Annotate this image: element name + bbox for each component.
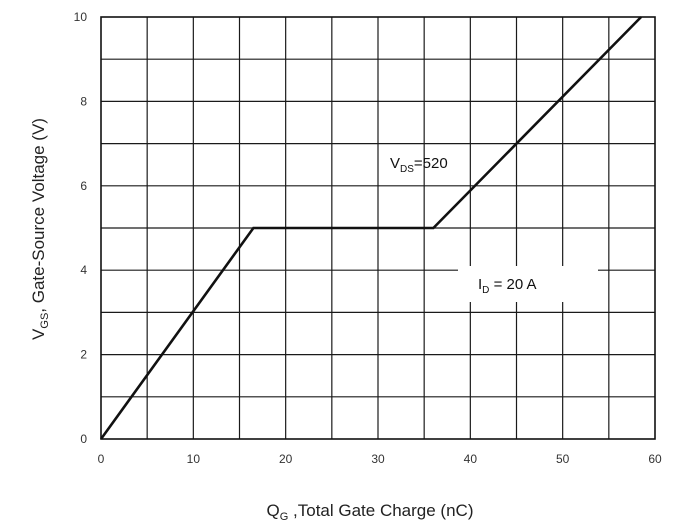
x-tick-label: 20: [279, 452, 293, 466]
x-tick-label: 10: [187, 452, 201, 466]
x-tick-label: 40: [464, 452, 478, 466]
vds-annotation: VDS=520: [390, 155, 448, 175]
x-tick-label: 50: [556, 452, 570, 466]
y-tick-labels: 0 2 4 6 8 10: [74, 10, 88, 446]
x-axis-title: QG ,Total Gate Charge (nC): [267, 501, 474, 523]
gate-charge-curve: [99, 16, 643, 440]
y-axis-title: VGS, Gate-Source Voltage (V): [29, 118, 51, 340]
x-tick-label: 30: [371, 452, 385, 466]
y-tick-label: 6: [80, 179, 87, 193]
y-tick-label: 10: [74, 10, 88, 24]
y-tick-label: 8: [80, 94, 87, 108]
plot-frame: [100, 16, 656, 440]
y-tick-label: 4: [80, 263, 87, 277]
id-annotation-box: [458, 266, 598, 302]
grid-lines: [101, 17, 655, 439]
y-tick-label: 2: [80, 348, 87, 362]
x-tick-labels: 0 10 20 30 40 50 60: [98, 452, 662, 466]
y-tick-label: 0: [80, 432, 87, 446]
id-annotation: ID = 20 A: [478, 276, 537, 296]
x-tick-label: 0: [98, 452, 105, 466]
x-tick-label: 60: [648, 452, 662, 466]
